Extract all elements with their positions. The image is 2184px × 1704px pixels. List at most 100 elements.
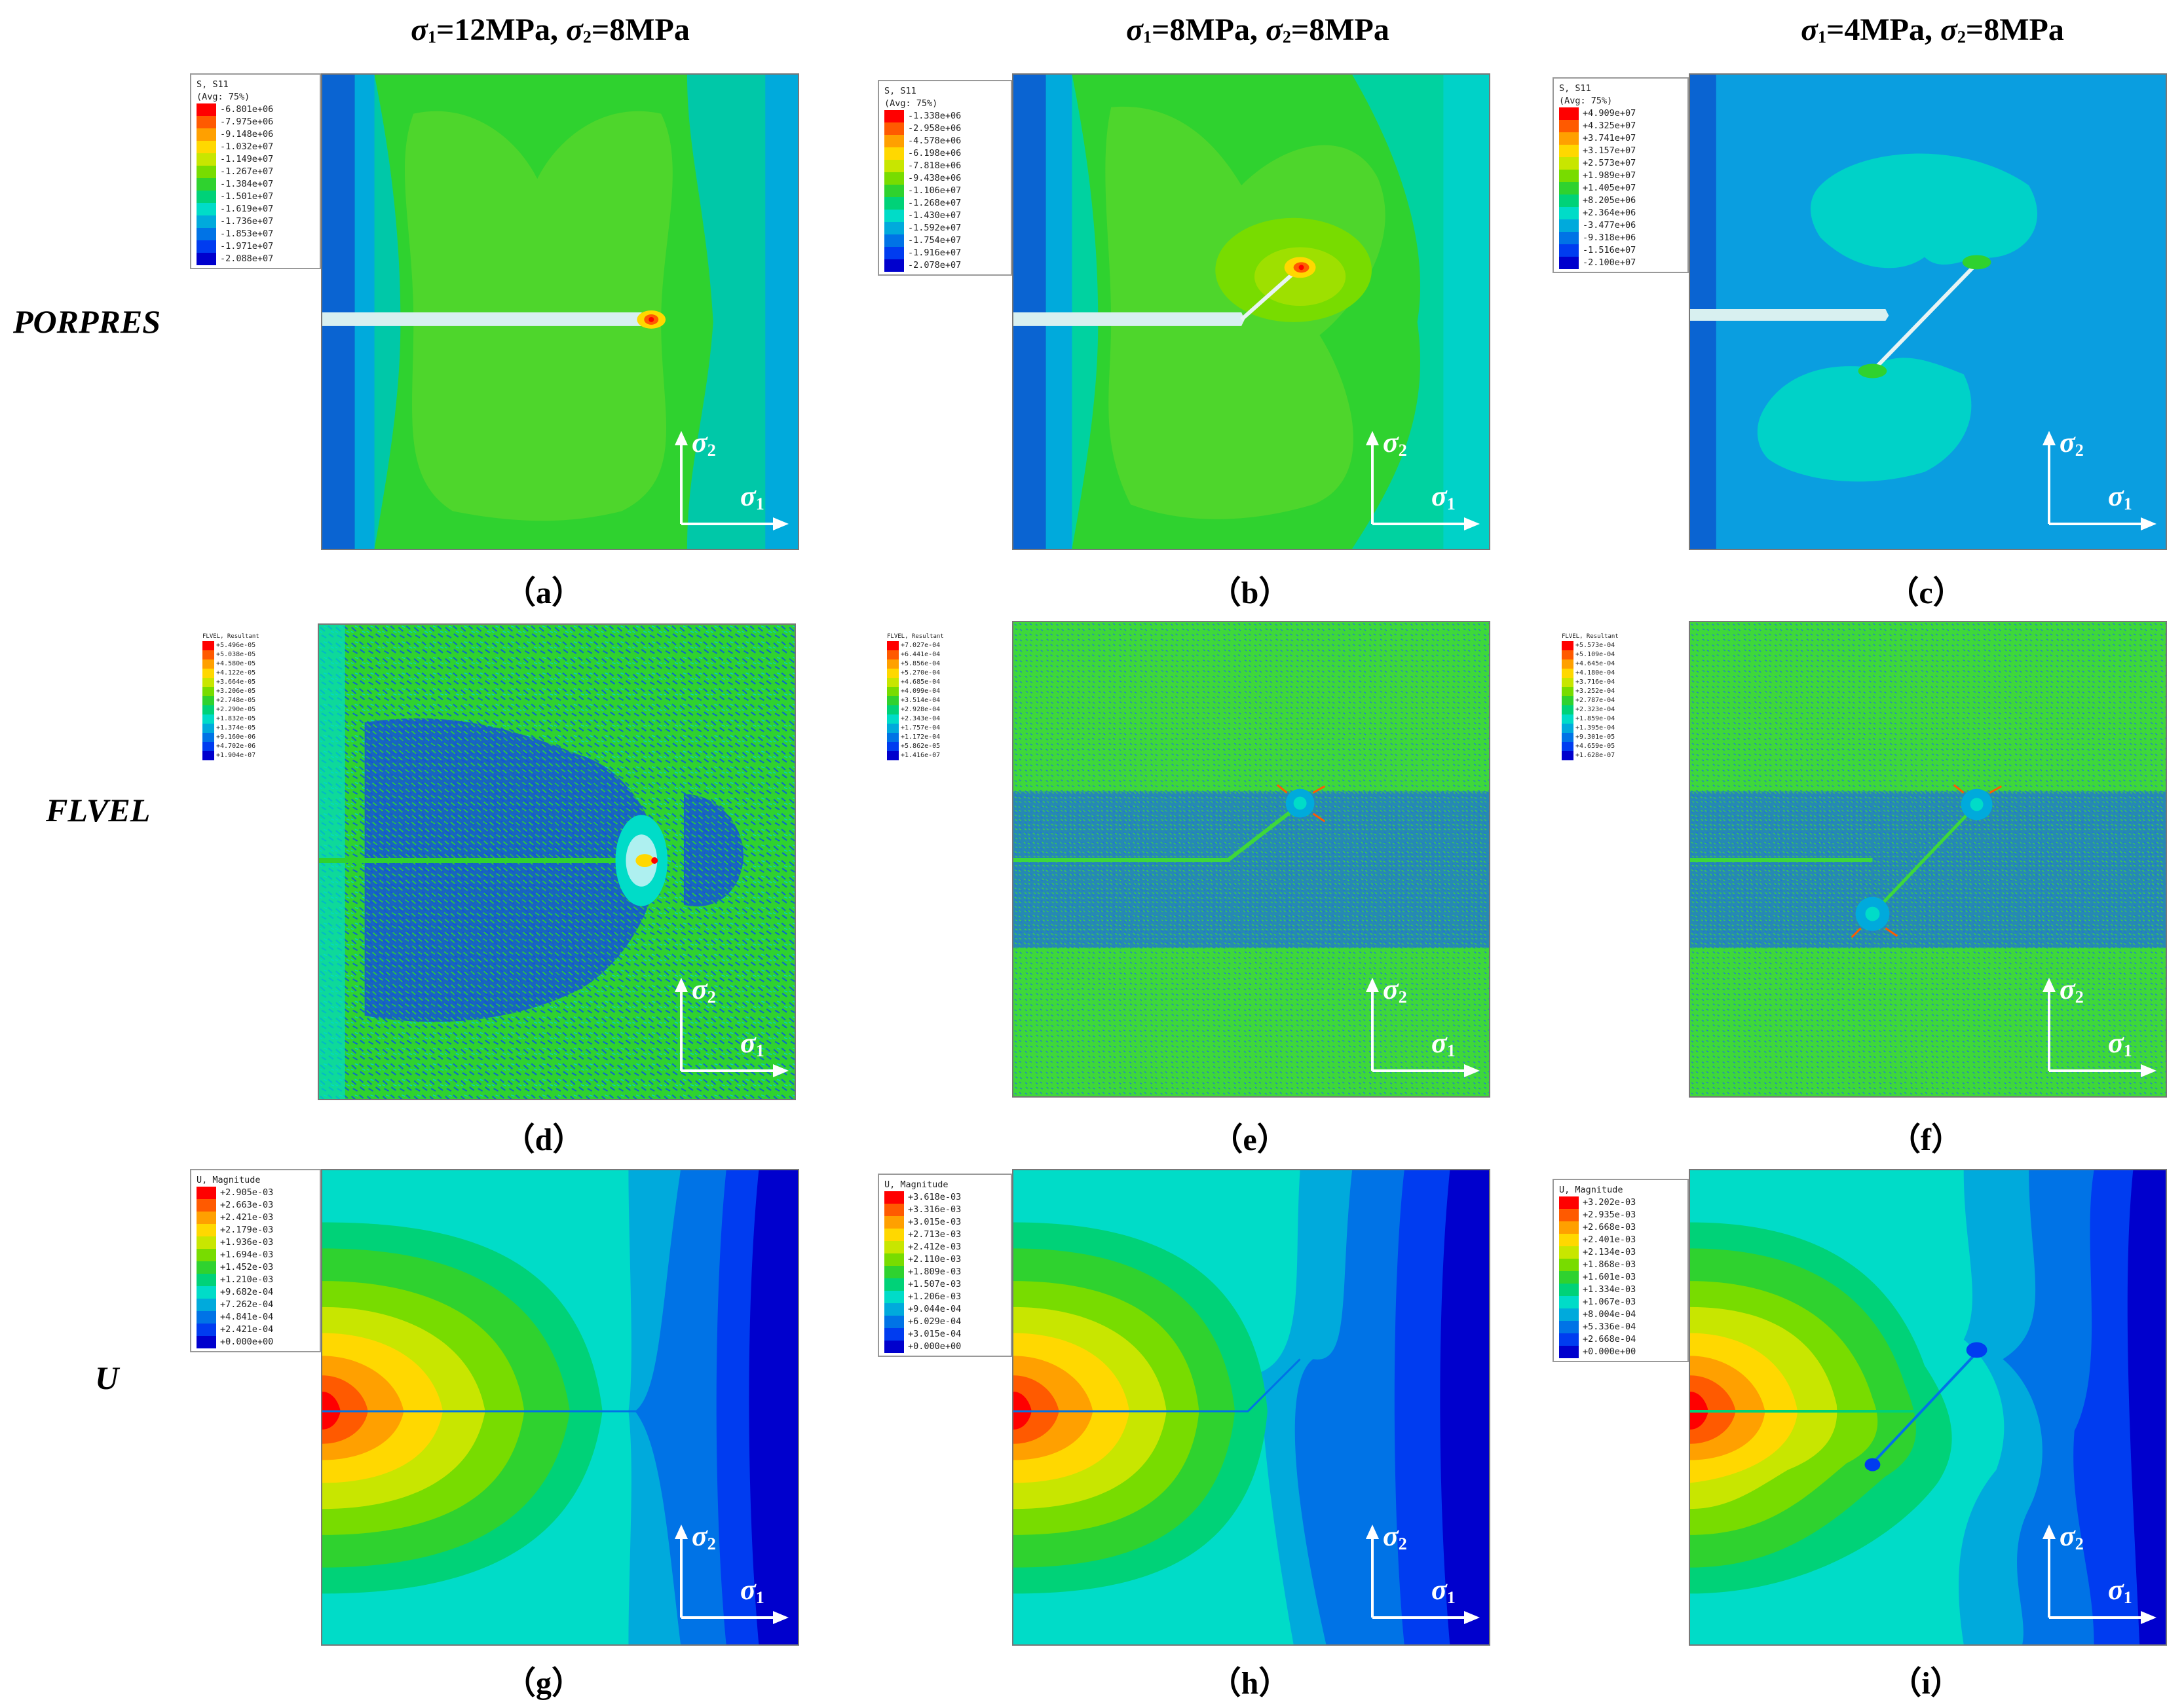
legend-value: +2.668e-04: [1583, 1334, 1636, 1344]
legend-value: +1.859e-04: [1575, 715, 1615, 722]
legend-value: +1.868e-03: [1583, 1259, 1636, 1270]
legend-swatch: [202, 724, 214, 733]
legend-swatch: [884, 1278, 904, 1291]
contour-plot-f: [1689, 621, 2167, 1098]
legend-swatch: [884, 234, 904, 247]
legend-swatch: [197, 203, 216, 215]
legend-value: +2.663e-03: [220, 1200, 274, 1210]
legend-swatch: [887, 641, 899, 650]
legend-title: S, S11: [197, 79, 229, 90]
legend-swatch: [1559, 1346, 1579, 1358]
legend-entry: -7.818e+06: [884, 160, 1007, 172]
legend-value: +1.507e-03: [908, 1279, 962, 1289]
legend-swatch: [884, 259, 904, 272]
legend-swatch: [887, 650, 899, 659]
legend-swatch: [1562, 742, 1573, 751]
legend-value: +4.099e-04: [901, 688, 941, 695]
legend-entry: -1.267e+07: [197, 166, 316, 178]
legend-value: -1.916e+07: [908, 248, 962, 258]
legend-entry: +5.496e-05: [202, 641, 286, 650]
legend-value: -4.578e+06: [908, 136, 962, 146]
legend-value: -1.501e+07: [220, 191, 274, 202]
legend-value: +3.157e+07: [1583, 145, 1636, 156]
legend-value: -1.267e+07: [220, 166, 274, 177]
legend-swatch: [197, 1212, 216, 1224]
legend-swatch: [1562, 641, 1573, 650]
legend-value: +3.716e-04: [1575, 678, 1615, 686]
legend-value: -1.592e+07: [908, 223, 962, 233]
legend-swatch: [884, 1191, 904, 1204]
legend-entry: +1.859e-04: [1562, 714, 1646, 724]
axis-arrows-icon: [675, 431, 789, 530]
axis-arrows-icon: [2043, 978, 2156, 1077]
legend-entry: -4.578e+06: [884, 135, 1007, 147]
legend-entry: +1.206e-03: [884, 1291, 1007, 1303]
legend-entry: -1.971e+07: [197, 240, 316, 253]
legend-value: +4.909e+07: [1583, 108, 1636, 119]
axis-indicator-c: σ2 σ1: [2036, 426, 2160, 530]
legend-entry: +3.202e-03: [1559, 1196, 1684, 1209]
legend-swatch: [202, 705, 214, 714]
legend-value: +0.000e+00: [1583, 1346, 1636, 1357]
legend-value: +1.206e-03: [908, 1291, 962, 1302]
legend-value: +1.405e+07: [1583, 183, 1636, 193]
legend-entry: -1.430e+07: [884, 210, 1007, 222]
row-label-flvel: FLVEL: [46, 792, 151, 828]
legend-value: -2.088e+07: [220, 253, 274, 264]
legend-value: +2.343e-04: [901, 715, 941, 722]
legend-value: -2.100e+07: [1583, 257, 1636, 268]
legend-entry: +5.270e-04: [887, 669, 971, 678]
legend-swatch: [1559, 1296, 1579, 1308]
contour-plot-a: [321, 73, 799, 550]
axis-indicator-i: σ2 σ1: [2036, 1519, 2160, 1624]
legend-value: +3.664e-05: [216, 678, 256, 686]
legend-entry: -1.853e+07: [197, 228, 316, 240]
caption-g: （g）: [504, 1666, 583, 1701]
axis-label-sigma1: σ1: [740, 1027, 764, 1060]
legend-title: U, Magnitude: [1559, 1185, 1623, 1195]
legend-entry: -3.477e+06: [1559, 219, 1684, 232]
legend-entry: -2.958e+06: [884, 122, 1007, 135]
legend-entry: +1.601e-03: [1559, 1271, 1684, 1284]
legend-value: -1.032e+07: [220, 141, 274, 152]
legend-value: +2.668e-03: [1583, 1222, 1636, 1232]
legend-swatch: [884, 135, 904, 147]
legend-entry: +1.809e-03: [884, 1266, 1007, 1278]
axis-label-sigma2: σ2: [2060, 426, 2084, 460]
legend-entry: +4.702e-06: [202, 742, 286, 751]
legend-entry: +1.757e-04: [887, 724, 971, 733]
legend-entry: -1.149e+07: [197, 153, 316, 166]
caption-c: （c）: [1887, 576, 1965, 610]
legend-swatch: [1562, 705, 1573, 714]
legend-entry: -1.754e+07: [884, 234, 1007, 247]
legend-entry: +7.027e-04: [887, 641, 971, 650]
legend-a: S, S11 (Avg: 75%) -6.801e+06 -7.975e+06 -9.1…: [190, 73, 321, 269]
legend-swatch: [884, 147, 904, 160]
legend-entry: +2.179e-03: [197, 1224, 316, 1236]
axis-label-sigma2: σ2: [692, 426, 716, 460]
legend-swatch: [202, 696, 214, 705]
axis-arrows-icon: [675, 978, 789, 1077]
legend-value: +5.856e-04: [901, 660, 941, 667]
legend-entry: +4.180e-04: [1562, 669, 1646, 678]
legend-value: +5.038e-05: [216, 651, 256, 658]
legend-entry: -1.619e+07: [197, 203, 316, 215]
caption-e: （e）: [1211, 1122, 1289, 1157]
legend-entry: +5.336e-04: [1559, 1321, 1684, 1333]
legend-swatch: [1559, 1221, 1579, 1234]
legend-entry: +0.000e+00: [884, 1341, 1007, 1353]
legend-entry: -1.268e+07: [884, 197, 1007, 210]
legend-entry: +2.364e+06: [1559, 207, 1684, 219]
axis-label-sigma1: σ1: [740, 480, 764, 513]
legend-entry: +0.000e+00: [197, 1336, 316, 1348]
legend-entry: +9.044e-04: [884, 1303, 1007, 1316]
legend-value: -1.384e+07: [220, 179, 274, 189]
caption-i: （i）: [1890, 1666, 1962, 1701]
legend-swatch: [197, 178, 216, 191]
legend-swatch: [1559, 120, 1579, 132]
legend-swatch: [202, 678, 214, 687]
legend-entry: +4.685e-04: [887, 678, 971, 687]
axis-label-sigma2: σ2: [2060, 1520, 2084, 1553]
axis-arrows-icon: [1366, 1525, 1480, 1624]
legend-entry: -7.975e+06: [197, 116, 316, 128]
